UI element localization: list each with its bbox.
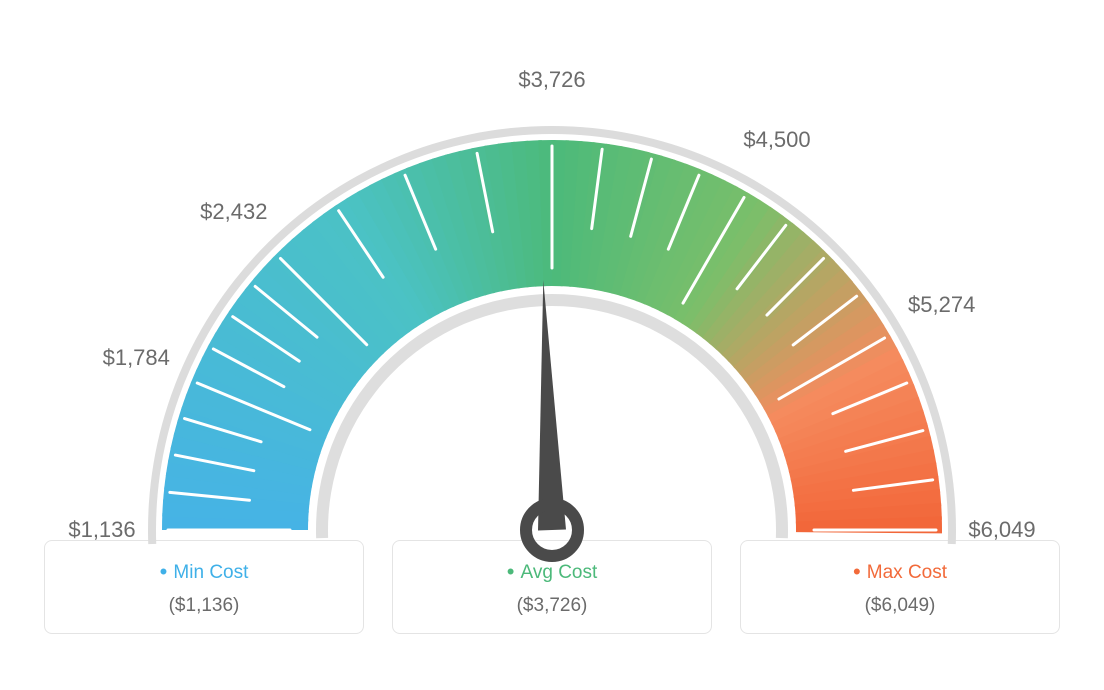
cost-gauge-container: $1,136 $1,784 $2,432 $3,726 $4,500 $5,274 $6,0…: [0, 0, 1104, 690]
gauge-tick-label: $1,136: [68, 517, 135, 543]
gauge-tick-label: $5,274: [908, 292, 975, 318]
legend-value-min: ($1,136): [57, 595, 351, 617]
gauge-tick-label: $1,784: [103, 345, 170, 371]
gauge-chart: $1,136 $1,784 $2,432 $3,726 $4,500 $5,274 $6,0…: [52, 20, 1052, 540]
gauge-needle: [538, 280, 566, 530]
legend-value-avg: ($3,726): [405, 595, 699, 617]
gauge-tick-label: $6,049: [968, 517, 1035, 543]
gauge-tick-label: $2,432: [200, 199, 267, 225]
gauge-tick-label: $3,726: [518, 67, 585, 93]
legend-value-max: ($6,049): [753, 595, 1047, 617]
gauge-tick-label: $4,500: [743, 127, 810, 153]
gauge-svg: [52, 70, 1052, 590]
